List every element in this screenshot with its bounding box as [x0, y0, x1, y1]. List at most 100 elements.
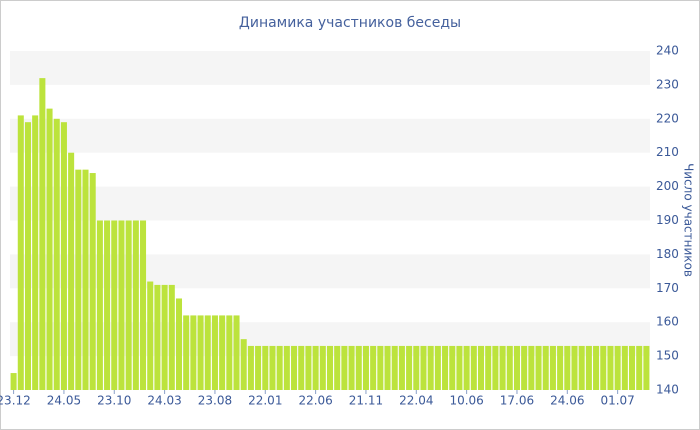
- bar: [46, 108, 53, 390]
- bar: [420, 345, 427, 390]
- grid-band: [10, 118, 650, 153]
- bar: [17, 115, 24, 390]
- bar: [341, 345, 348, 390]
- y-axis-label: Число участников: [682, 163, 696, 277]
- bar: [154, 284, 161, 390]
- bar: [75, 169, 82, 390]
- bar: [24, 122, 31, 390]
- bar: [262, 345, 269, 390]
- bar: [593, 345, 600, 390]
- bar: [326, 345, 334, 390]
- bar: [571, 345, 578, 390]
- bar: [362, 345, 369, 390]
- bar: [442, 345, 449, 390]
- bar: [398, 345, 405, 390]
- y-tick-label: 200: [656, 179, 679, 193]
- bar: [68, 152, 75, 390]
- x-tick-label: 24.03: [147, 394, 181, 408]
- bar: [470, 345, 477, 390]
- bar: [305, 345, 312, 390]
- bar: [513, 345, 520, 390]
- bar: [629, 345, 636, 390]
- bar: [449, 345, 456, 390]
- bar: [283, 345, 290, 390]
- bar: [125, 220, 132, 390]
- bar: [614, 345, 621, 390]
- bar: [111, 220, 118, 390]
- bar: [564, 345, 571, 390]
- chart-title: Динамика участников беседы: [239, 15, 461, 31]
- bar: [413, 345, 420, 390]
- bar: [477, 345, 485, 390]
- bar: [82, 169, 89, 390]
- bar: [96, 220, 103, 390]
- grid-band: [10, 186, 650, 221]
- bar: [348, 345, 355, 390]
- bar: [118, 220, 125, 390]
- bar: [427, 345, 434, 390]
- bar: [355, 345, 362, 390]
- bar: [132, 220, 139, 390]
- bar: [607, 345, 614, 390]
- bar: [147, 281, 154, 390]
- x-tick-label: 10.06: [449, 394, 483, 408]
- bar: [434, 345, 441, 390]
- x-tick-label: 24.05: [47, 394, 81, 408]
- x-tick-label: 17.06: [500, 394, 534, 408]
- bar: [636, 345, 643, 390]
- x-tick-label: 22.06: [298, 394, 332, 408]
- y-tick-label: 240: [656, 44, 679, 58]
- bar: [485, 345, 492, 390]
- bar: [456, 345, 463, 390]
- bar: [10, 373, 17, 390]
- bar: [499, 345, 506, 390]
- bar: [204, 315, 211, 390]
- bar: [557, 345, 564, 390]
- y-tick-label: 220: [656, 111, 679, 125]
- x-tick-label: 23.10: [97, 394, 131, 408]
- y-tick-label: 150: [656, 349, 679, 363]
- bar: [39, 78, 46, 391]
- bar: [334, 345, 341, 390]
- x-tick-label: 22.01: [248, 394, 282, 408]
- y-tick-label: 190: [656, 213, 679, 227]
- x-tick-label: 21.11: [349, 394, 383, 408]
- bar: [506, 345, 513, 390]
- bar: [161, 284, 168, 390]
- bar: [521, 345, 528, 390]
- x-tick-label: 23.12: [0, 394, 31, 408]
- bar: [89, 173, 96, 390]
- x-tick-label: 24.06: [550, 394, 584, 408]
- bar: [549, 345, 556, 390]
- bar: [578, 345, 585, 390]
- bar: [255, 345, 262, 390]
- bar: [240, 339, 247, 390]
- bar: [542, 345, 549, 390]
- y-tick-label: 210: [656, 145, 679, 159]
- bar: [168, 284, 175, 390]
- bar: [492, 345, 499, 390]
- bar: [32, 115, 39, 390]
- bar: [60, 122, 67, 390]
- y-tick-label: 230: [656, 77, 679, 91]
- bar: [643, 345, 650, 390]
- bar: [384, 345, 391, 390]
- bar: [377, 345, 384, 390]
- bar: [312, 345, 319, 390]
- bar: [104, 220, 111, 390]
- bar: [370, 345, 377, 390]
- bar: [621, 345, 628, 390]
- bar: [140, 220, 147, 390]
- bar: [298, 345, 305, 390]
- x-tick-label: 22.04: [399, 394, 433, 408]
- bar: [600, 345, 607, 390]
- y-tick-label: 180: [656, 247, 679, 261]
- bar: [269, 345, 276, 390]
- bar: [175, 298, 183, 390]
- grid-band: [10, 51, 650, 85]
- bar: [53, 118, 60, 391]
- bar: [291, 345, 298, 390]
- bar: [463, 345, 470, 390]
- bar: [197, 315, 204, 390]
- bar: [219, 315, 226, 390]
